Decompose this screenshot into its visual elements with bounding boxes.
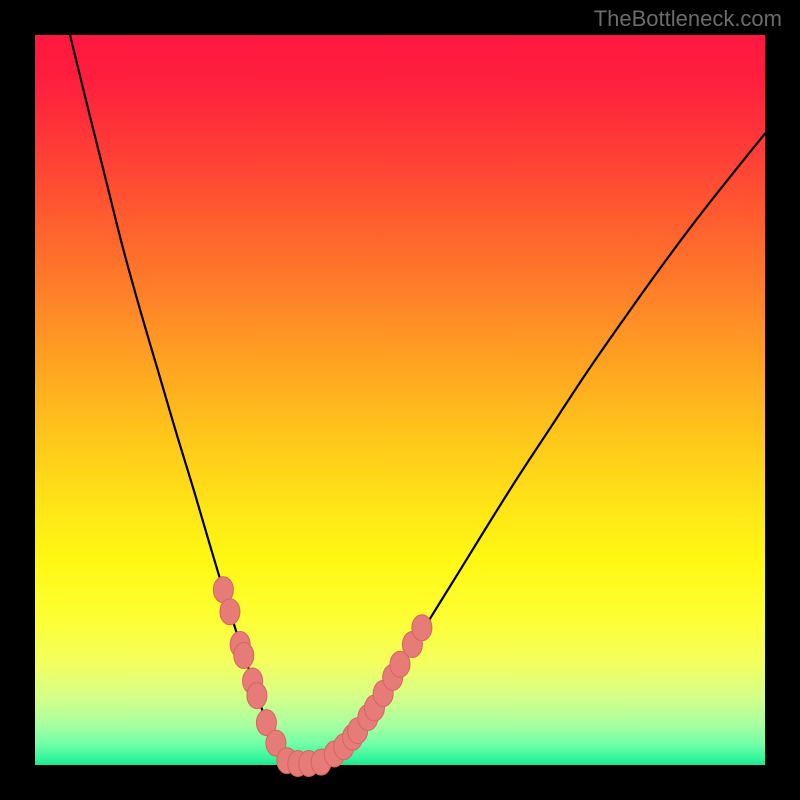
data-marker [220,599,240,625]
svg-layer [35,35,765,765]
chart-canvas: TheBottleneck.com [0,0,800,800]
plot-area [35,35,765,765]
data-marker [247,683,267,709]
watermark-text: TheBottleneck.com [594,6,782,32]
data-marker [412,615,432,641]
data-marker [234,643,254,669]
